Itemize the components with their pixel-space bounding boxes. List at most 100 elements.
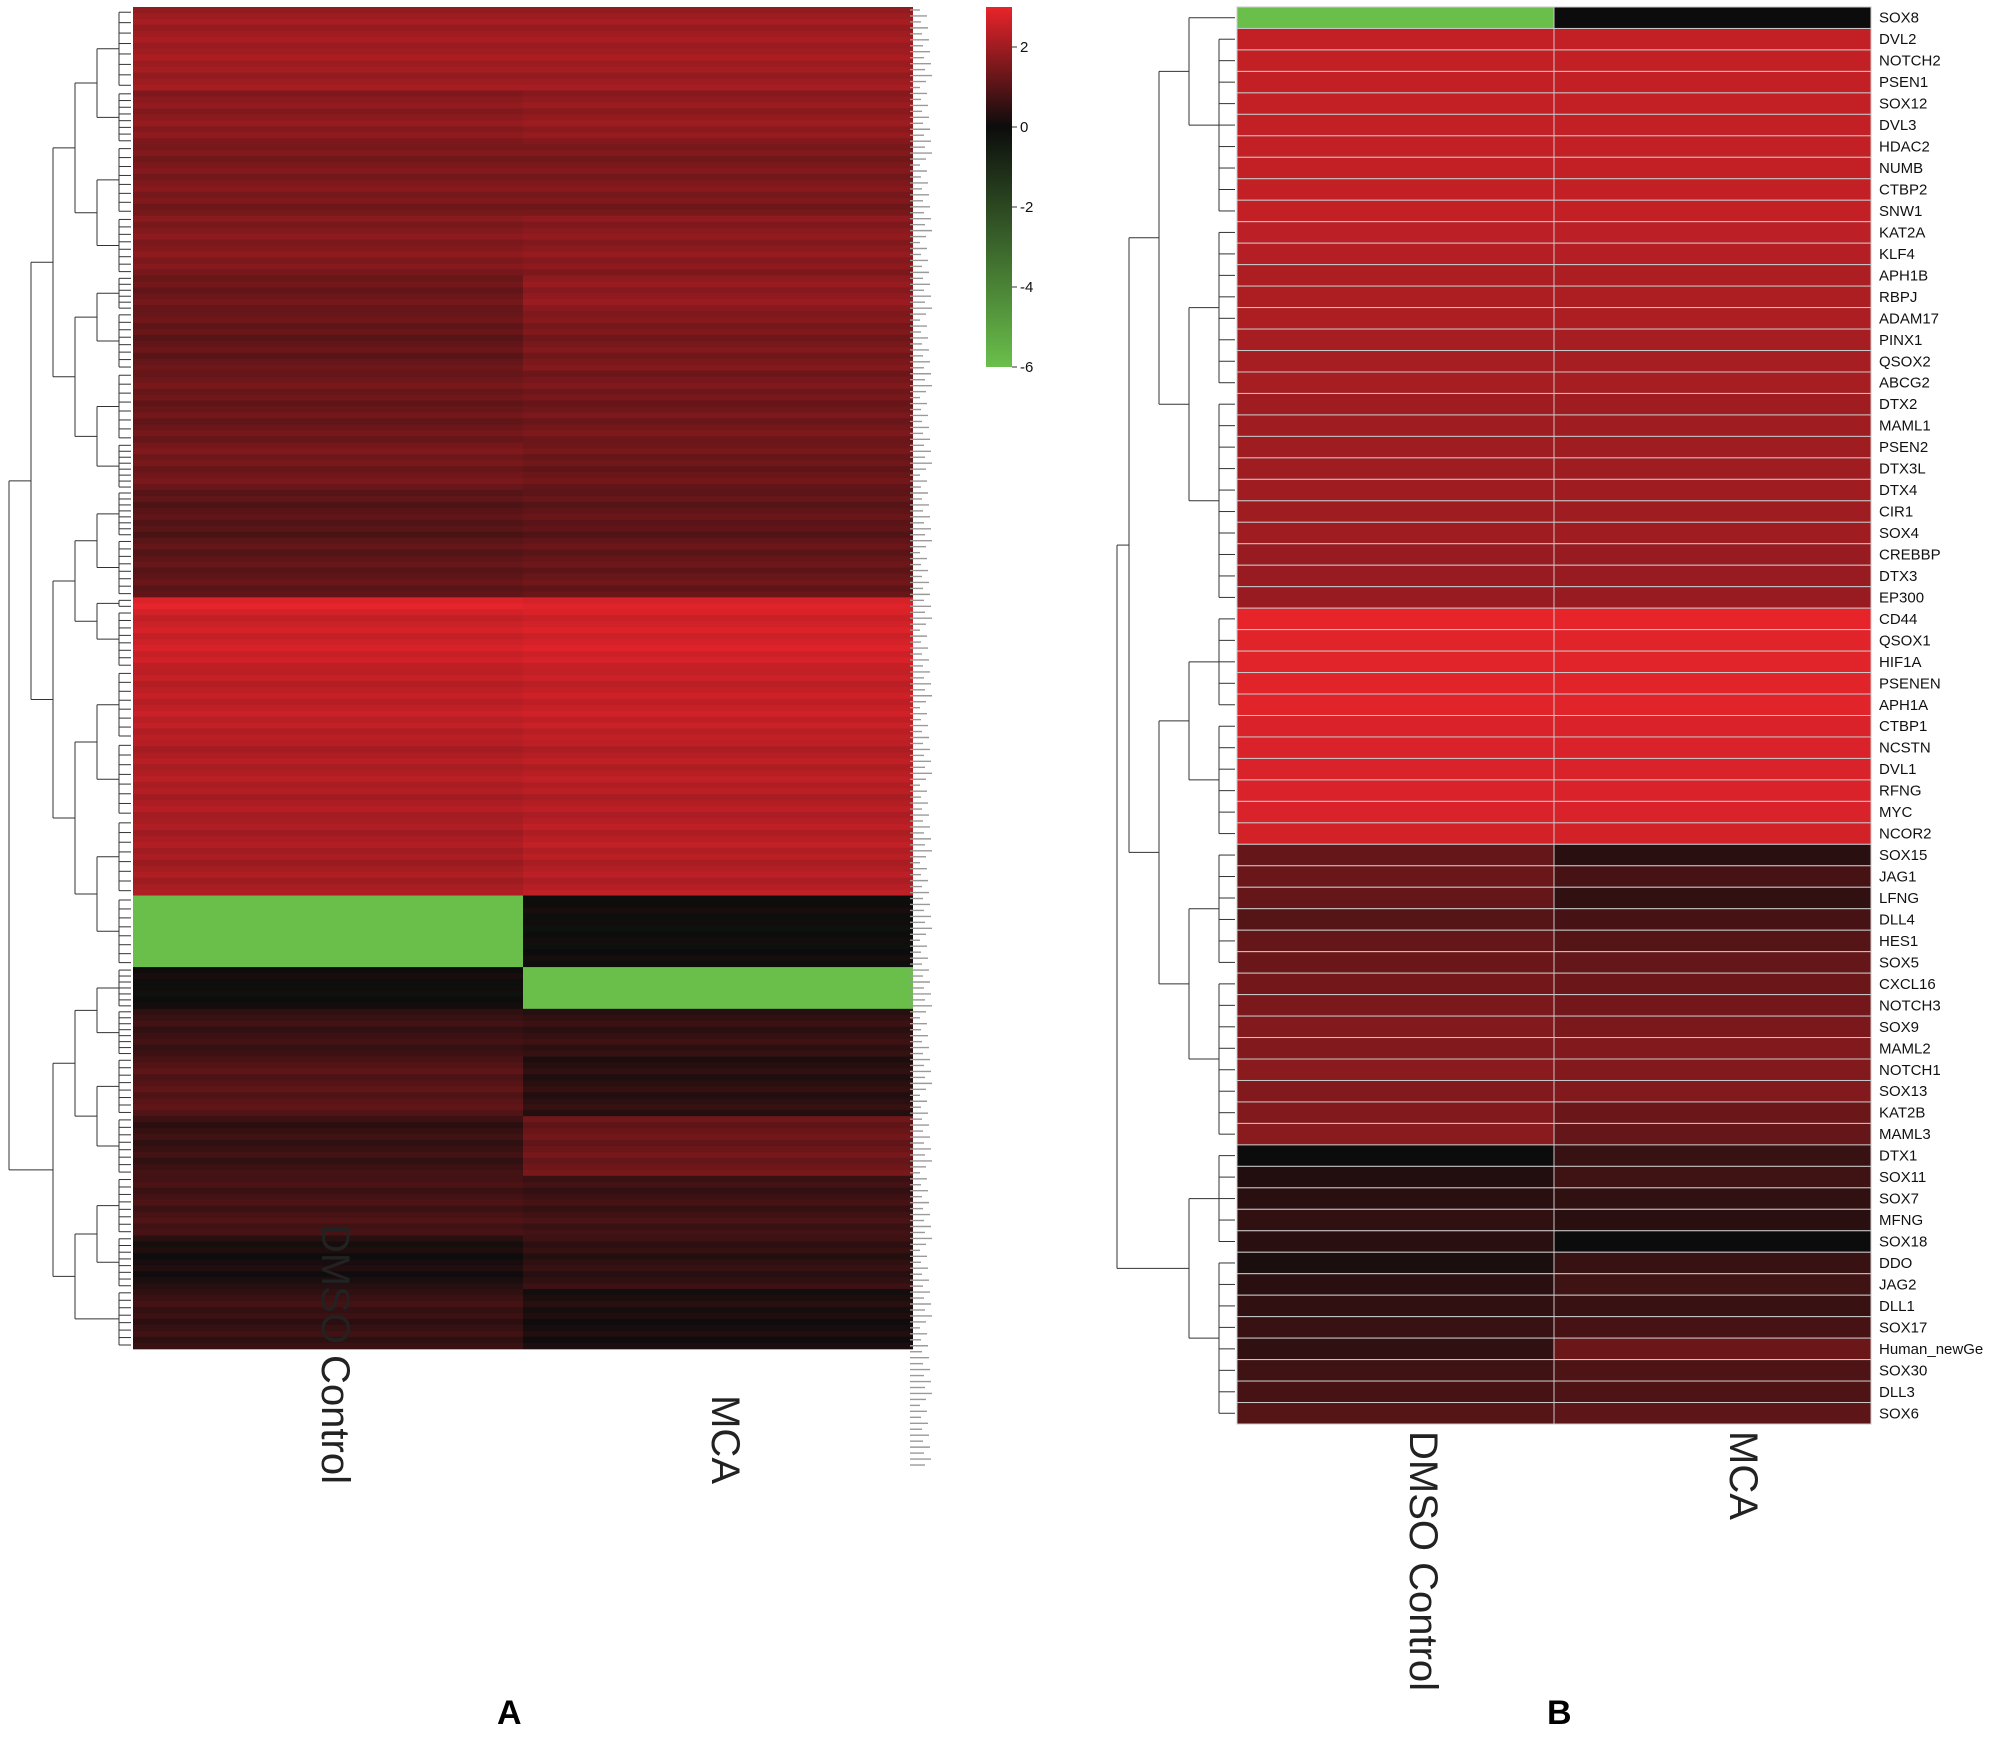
heatmap-cell xyxy=(523,519,913,527)
heatmap-cell xyxy=(523,686,913,694)
heatmap-cell xyxy=(523,24,913,32)
heatmap-cell xyxy=(523,84,913,92)
heatmap-cell xyxy=(523,913,913,920)
heatmap-cell xyxy=(523,412,913,420)
heatmap-cell xyxy=(133,48,523,56)
gene-label: DTX2 xyxy=(1879,396,1917,413)
heatmap-cell xyxy=(133,507,523,515)
heatmap-cell xyxy=(133,1140,523,1147)
heatmap-cell xyxy=(523,1205,913,1213)
heatmap-cell xyxy=(523,979,913,986)
heatmap-cell xyxy=(1553,1122,1872,1146)
heatmap-cell xyxy=(133,1163,523,1171)
heatmap-cell xyxy=(523,150,913,157)
gene-label: JAG2 xyxy=(1879,1276,1917,1293)
gene-label: CD44 xyxy=(1879,611,1917,628)
heatmap-cell xyxy=(1236,929,1555,953)
heatmap-cell xyxy=(1236,135,1555,158)
color-scale-tick-label: 0 xyxy=(1020,119,1028,136)
heatmap-cell xyxy=(523,680,913,688)
heatmap-cell xyxy=(1553,843,1872,867)
heatmap-cell xyxy=(1553,328,1872,352)
heatmap-cell xyxy=(523,1110,913,1117)
heatmap-cell xyxy=(133,949,523,956)
heatmap-cell xyxy=(133,478,523,485)
heatmap-cell xyxy=(133,24,523,32)
heatmap-cell xyxy=(1236,178,1555,201)
heatmap-cell xyxy=(523,108,913,115)
heatmap-cell xyxy=(523,829,913,837)
heatmap-cell xyxy=(133,72,523,80)
heatmap-cell xyxy=(133,412,523,420)
heatmap-cell xyxy=(1553,135,1872,158)
heatmap-cell xyxy=(1553,307,1872,330)
heatmap-cell xyxy=(523,1026,913,1034)
heatmap-cell xyxy=(133,1289,523,1296)
heatmap-cell xyxy=(523,418,913,426)
heatmap-cell xyxy=(133,1271,523,1278)
heatmap-cell xyxy=(1236,779,1555,802)
heatmap-cell xyxy=(1236,564,1555,588)
heatmap-cell xyxy=(1553,1337,1872,1361)
heatmap-cell xyxy=(523,513,913,521)
heatmap-cell xyxy=(523,299,913,306)
heatmap-cell xyxy=(523,1175,913,1183)
heatmap-cell xyxy=(1236,92,1555,115)
heatmap-cell xyxy=(133,674,523,682)
heatmap-cell xyxy=(523,334,913,342)
heatmap-cell xyxy=(1553,1294,1872,1318)
heatmap-cell xyxy=(1553,1359,1872,1382)
heatmap-cell xyxy=(133,788,523,795)
heatmap-cell xyxy=(523,442,913,449)
heatmap-cell xyxy=(133,1032,523,1040)
heatmap-cell xyxy=(133,346,523,354)
heatmap-cell xyxy=(523,1193,913,1201)
heatmap-cell xyxy=(133,907,523,915)
heatmap-cell xyxy=(523,1247,913,1254)
heatmap-cell xyxy=(523,925,913,932)
heatmap-cell xyxy=(523,1020,913,1028)
heatmap-cell xyxy=(133,388,523,396)
heatmap-cell xyxy=(133,573,523,581)
heatmap-cell xyxy=(133,609,523,616)
heatmap-cell xyxy=(1553,285,1872,309)
gene-label: SOX11 xyxy=(1879,1169,1926,1186)
heatmap-cell xyxy=(1553,1015,1872,1039)
heatmap-cell xyxy=(1553,414,1872,437)
heatmap-cell xyxy=(523,543,913,551)
heatmap-cell xyxy=(523,937,913,944)
heatmap-cell xyxy=(133,513,523,521)
heatmap-cell xyxy=(523,1157,913,1165)
gene-label: KAT2B xyxy=(1879,1105,1925,1122)
heatmap-cell xyxy=(133,221,523,229)
heatmap-cell xyxy=(133,913,523,920)
heatmap-cell xyxy=(523,895,913,903)
heatmap-cell xyxy=(1553,586,1872,609)
heatmap-cell xyxy=(1236,1273,1555,1296)
heatmap-cell xyxy=(523,1342,913,1350)
heatmap-cell xyxy=(133,1122,523,1129)
heatmap-cell xyxy=(1553,92,1872,115)
heatmap-cell xyxy=(1236,908,1555,931)
heatmap-cell xyxy=(1236,328,1555,352)
heatmap-cell xyxy=(133,466,523,473)
heatmap-cell xyxy=(133,78,523,86)
heatmap-cell xyxy=(523,1181,913,1189)
heatmap-cell xyxy=(133,448,523,455)
heatmap-cell xyxy=(1553,865,1872,888)
heatmap-cell xyxy=(1236,1079,1555,1103)
heatmap-cell xyxy=(1236,70,1555,94)
heatmap-cell xyxy=(133,12,523,20)
heatmap-cell xyxy=(523,734,913,742)
heatmap-cell xyxy=(523,919,913,926)
heatmap-cell xyxy=(1236,1144,1555,1167)
heatmap-cell xyxy=(133,400,523,408)
heatmap-cell xyxy=(133,424,523,431)
heatmap-cell xyxy=(1553,156,1872,180)
panel-b-label: B xyxy=(1547,1694,1572,1732)
heatmap-cell xyxy=(1236,715,1555,738)
heatmap-cell xyxy=(133,1277,523,1284)
heatmap-cell xyxy=(523,1151,913,1159)
gene-label: CIR1 xyxy=(1879,504,1913,521)
heatmap-cell xyxy=(133,1187,523,1195)
